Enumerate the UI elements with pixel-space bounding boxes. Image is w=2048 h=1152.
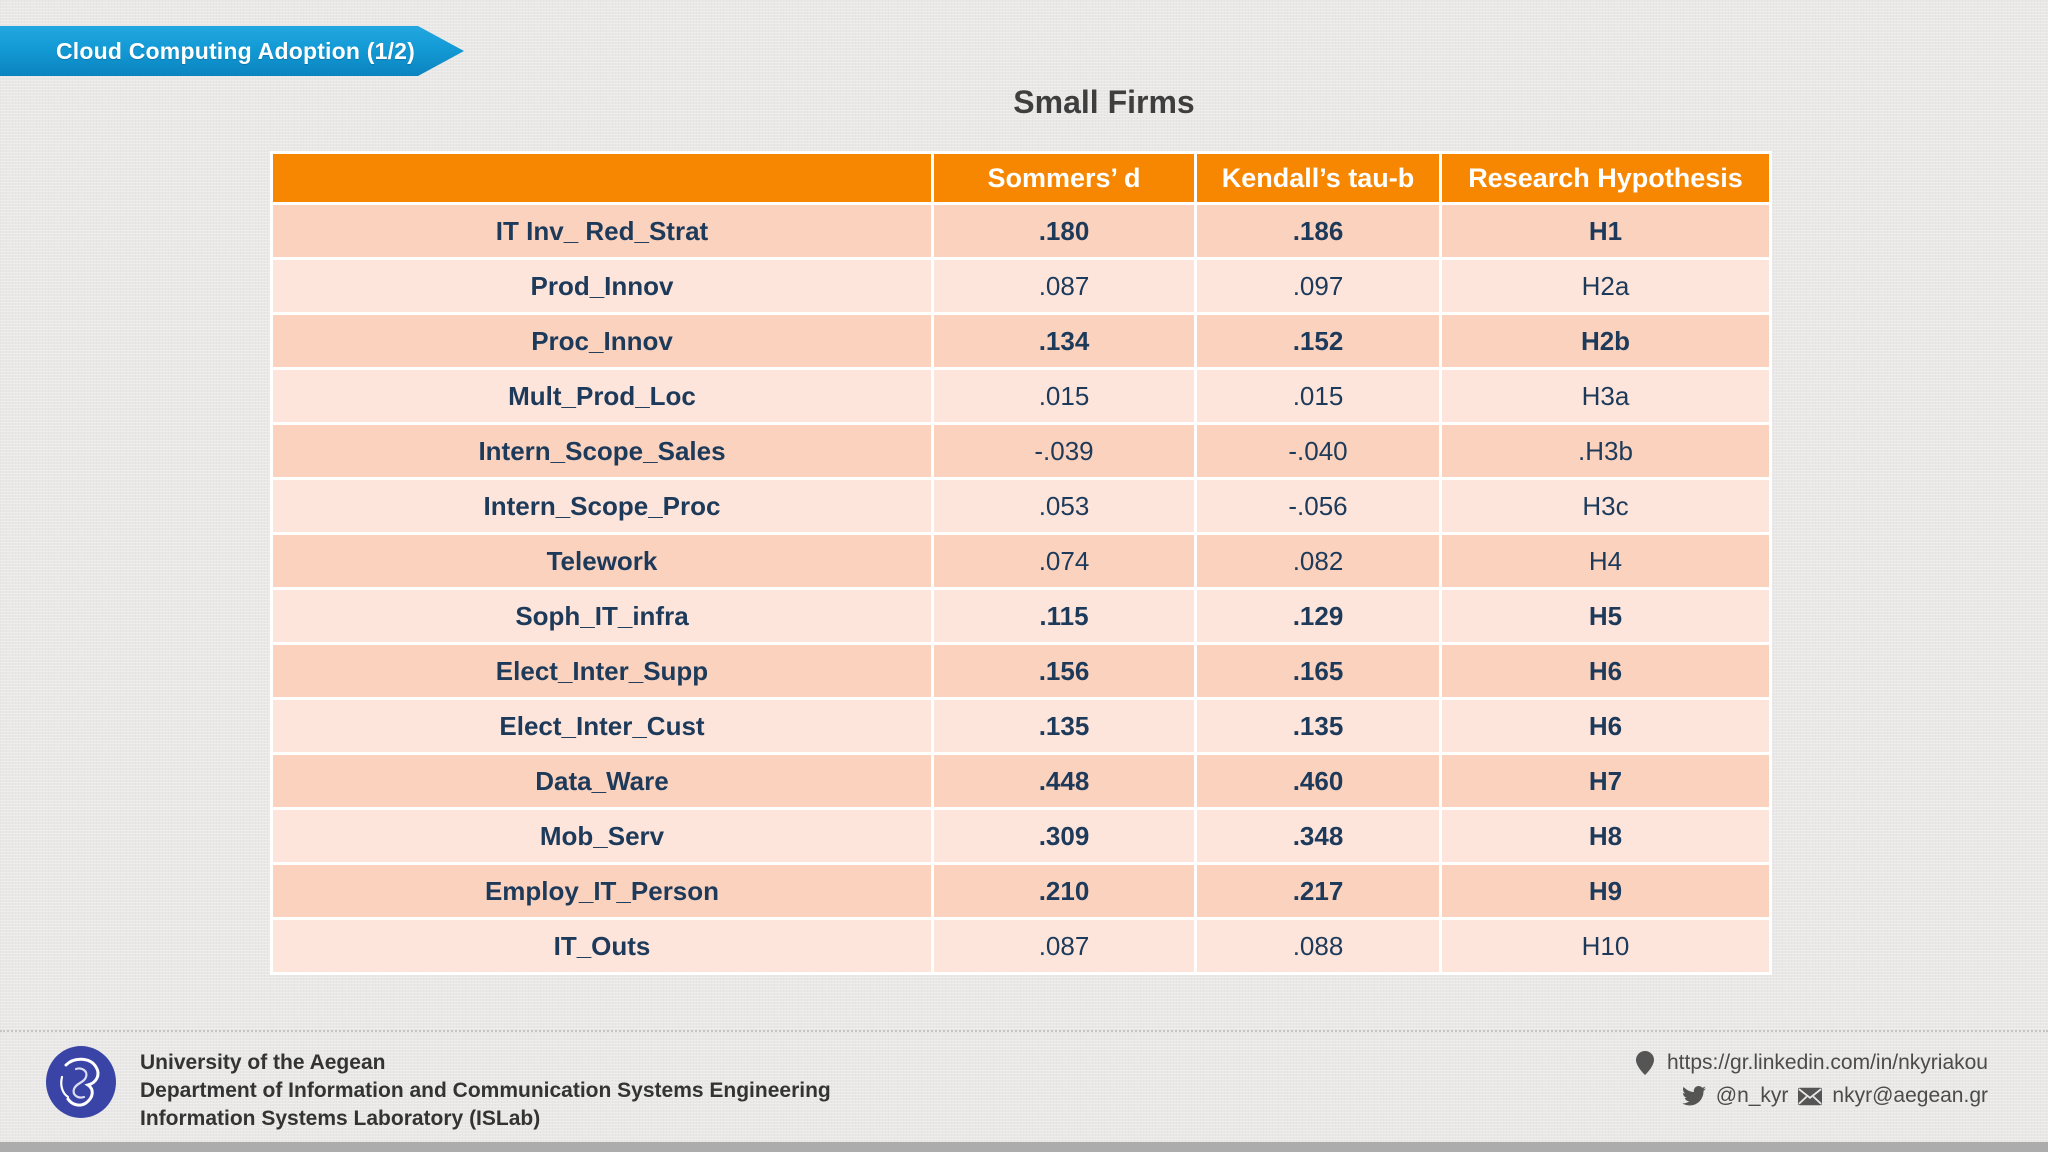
column-header-sommers-d: Sommers’ d [934, 154, 1194, 202]
sommers-d-value: .180 [934, 205, 1194, 257]
sommers-d-value: .115 [934, 590, 1194, 642]
university-seal-icon [46, 1046, 116, 1118]
hypothesis-value: H8 [1442, 810, 1769, 862]
table-row: Telework .074 .082 H4 [273, 535, 1769, 587]
sommers-d-value: .087 [934, 260, 1194, 312]
hypothesis-value: H9 [1442, 865, 1769, 917]
hypothesis-value: H5 [1442, 590, 1769, 642]
university-logo [44, 1045, 118, 1119]
kendalls-tau-b-value: .348 [1197, 810, 1439, 862]
linkedin-url[interactable]: https://gr.linkedin.com/in/nkyriakou [1667, 1051, 1988, 1074]
sommers-d-value: .074 [934, 535, 1194, 587]
hypothesis-value: H10 [1442, 920, 1769, 972]
column-header-variable [273, 154, 931, 202]
kendalls-tau-b-value: .152 [1197, 315, 1439, 367]
kendalls-tau-b-value: .088 [1197, 920, 1439, 972]
kendalls-tau-b-value: .165 [1197, 645, 1439, 697]
table-row: IT Inv_ Red_Strat .180 .186 H1 [273, 205, 1769, 257]
table-row: Proc_Innov .134 .152 H2b [273, 315, 1769, 367]
hypothesis-value: H3a [1442, 370, 1769, 422]
table-row: IT_Outs .087 .088 H10 [273, 920, 1769, 972]
page-title: Small Firms [1013, 84, 1195, 120]
kendalls-tau-b-value: .135 [1197, 700, 1439, 752]
row-label: Mult_Prod_Loc [273, 370, 931, 422]
kendalls-tau-b-value: .129 [1197, 590, 1439, 642]
sommers-d-value: .156 [934, 645, 1194, 697]
table-row: Mob_Serv .309 .348 H8 [273, 810, 1769, 862]
table-row: Elect_Inter_Cust .135 .135 H6 [273, 700, 1769, 752]
org-line-lab: Information Systems Laboratory (ISLab) [140, 1107, 541, 1130]
email-icon [1798, 1084, 1823, 1108]
row-label: Elect_Inter_Supp [273, 645, 931, 697]
table-row: Prod_Innov .087 .097 H2a [273, 260, 1769, 312]
row-label: Employ_IT_Person [273, 865, 931, 917]
row-label: Intern_Scope_Proc [273, 480, 931, 532]
hypothesis-value: H6 [1442, 700, 1769, 752]
bottom-edge-strip [0, 1142, 2048, 1152]
sommers-d-value: .448 [934, 755, 1194, 807]
twitter-handle[interactable]: @n_kyr [1715, 1084, 1789, 1107]
kendalls-tau-b-value: -.040 [1197, 425, 1439, 477]
org-line-department: Department of Information and Communicat… [140, 1079, 831, 1102]
hypothesis-value: H2b [1442, 315, 1769, 367]
table-header-row: Sommers’ d Kendall’s tau-b Research Hypo… [273, 154, 1769, 202]
hypothesis-value: H6 [1442, 645, 1769, 697]
results-table: Sommers’ d Kendall’s tau-b Research Hypo… [270, 151, 1772, 975]
row-label: Data_Ware [273, 755, 931, 807]
footer-divider [0, 1030, 2048, 1032]
table-row: Intern_Scope_Sales -.039 -.040 .H3b [273, 425, 1769, 477]
slide-banner: Cloud Computing Adoption (1/2) [0, 26, 464, 76]
table-row: Data_Ware .448 .460 H7 [273, 755, 1769, 807]
hypothesis-value: H3c [1442, 480, 1769, 532]
column-header-research-hypothesis: Research Hypothesis [1442, 154, 1769, 202]
sommers-d-value: .015 [934, 370, 1194, 422]
table-row: Employ_IT_Person .210 .217 H9 [273, 865, 1769, 917]
column-header-kendalls-tau-b: Kendall’s tau-b [1197, 154, 1439, 202]
sommers-d-value: -.039 [934, 425, 1194, 477]
row-label: Intern_Scope_Sales [273, 425, 931, 477]
table-row: Intern_Scope_Proc .053 -.056 H3c [273, 480, 1769, 532]
kendalls-tau-b-value: .015 [1197, 370, 1439, 422]
email-address[interactable]: nkyr@aegean.gr [1832, 1084, 1988, 1107]
row-label: Elect_Inter_Cust [273, 700, 931, 752]
twitter-email-row: @n_kyr nkyr@aegean.gr [1681, 1084, 1988, 1108]
kendalls-tau-b-value: -.056 [1197, 480, 1439, 532]
location-pin-icon [1633, 1051, 1657, 1075]
kendalls-tau-b-value: .217 [1197, 865, 1439, 917]
linkedin-row: https://gr.linkedin.com/in/nkyriakou [1633, 1051, 1988, 1075]
kendalls-tau-b-value: .460 [1197, 755, 1439, 807]
table-row: Soph_IT_infra .115 .129 H5 [273, 590, 1769, 642]
sommers-d-value: .053 [934, 480, 1194, 532]
footer-contacts: https://gr.linkedin.com/in/nkyriakou @n_… [1633, 1051, 1988, 1108]
org-line-university: University of the Aegean [140, 1051, 386, 1074]
row-label: Mob_Serv [273, 810, 931, 862]
hypothesis-value: H7 [1442, 755, 1769, 807]
row-label: Soph_IT_infra [273, 590, 931, 642]
table-row: Mult_Prod_Loc .015 .015 H3a [273, 370, 1769, 422]
sommers-d-value: .210 [934, 865, 1194, 917]
row-label: IT_Outs [273, 920, 931, 972]
hypothesis-value: H2a [1442, 260, 1769, 312]
kendalls-tau-b-value: .186 [1197, 205, 1439, 257]
table-body: IT Inv_ Red_Strat .180 .186 H1 Prod_Inno… [273, 205, 1769, 972]
sommers-d-value: .135 [934, 700, 1194, 752]
footer-organization: University of the Aegean Department of I… [140, 1049, 831, 1133]
table-row: Elect_Inter_Supp .156 .165 H6 [273, 645, 1769, 697]
row-label: Prod_Innov [273, 260, 931, 312]
sommers-d-value: .309 [934, 810, 1194, 862]
row-label: IT Inv_ Red_Strat [273, 205, 931, 257]
hypothesis-value: .H3b [1442, 425, 1769, 477]
kendalls-tau-b-value: .082 [1197, 535, 1439, 587]
row-label: Telework [273, 535, 931, 587]
hypothesis-value: H4 [1442, 535, 1769, 587]
sommers-d-value: .134 [934, 315, 1194, 367]
twitter-icon [1681, 1084, 1706, 1108]
row-label: Proc_Innov [273, 315, 931, 367]
banner-label: Cloud Computing Adoption (1/2) [56, 37, 416, 64]
kendalls-tau-b-value: .097 [1197, 260, 1439, 312]
sommers-d-value: .087 [934, 920, 1194, 972]
hypothesis-value: H1 [1442, 205, 1769, 257]
